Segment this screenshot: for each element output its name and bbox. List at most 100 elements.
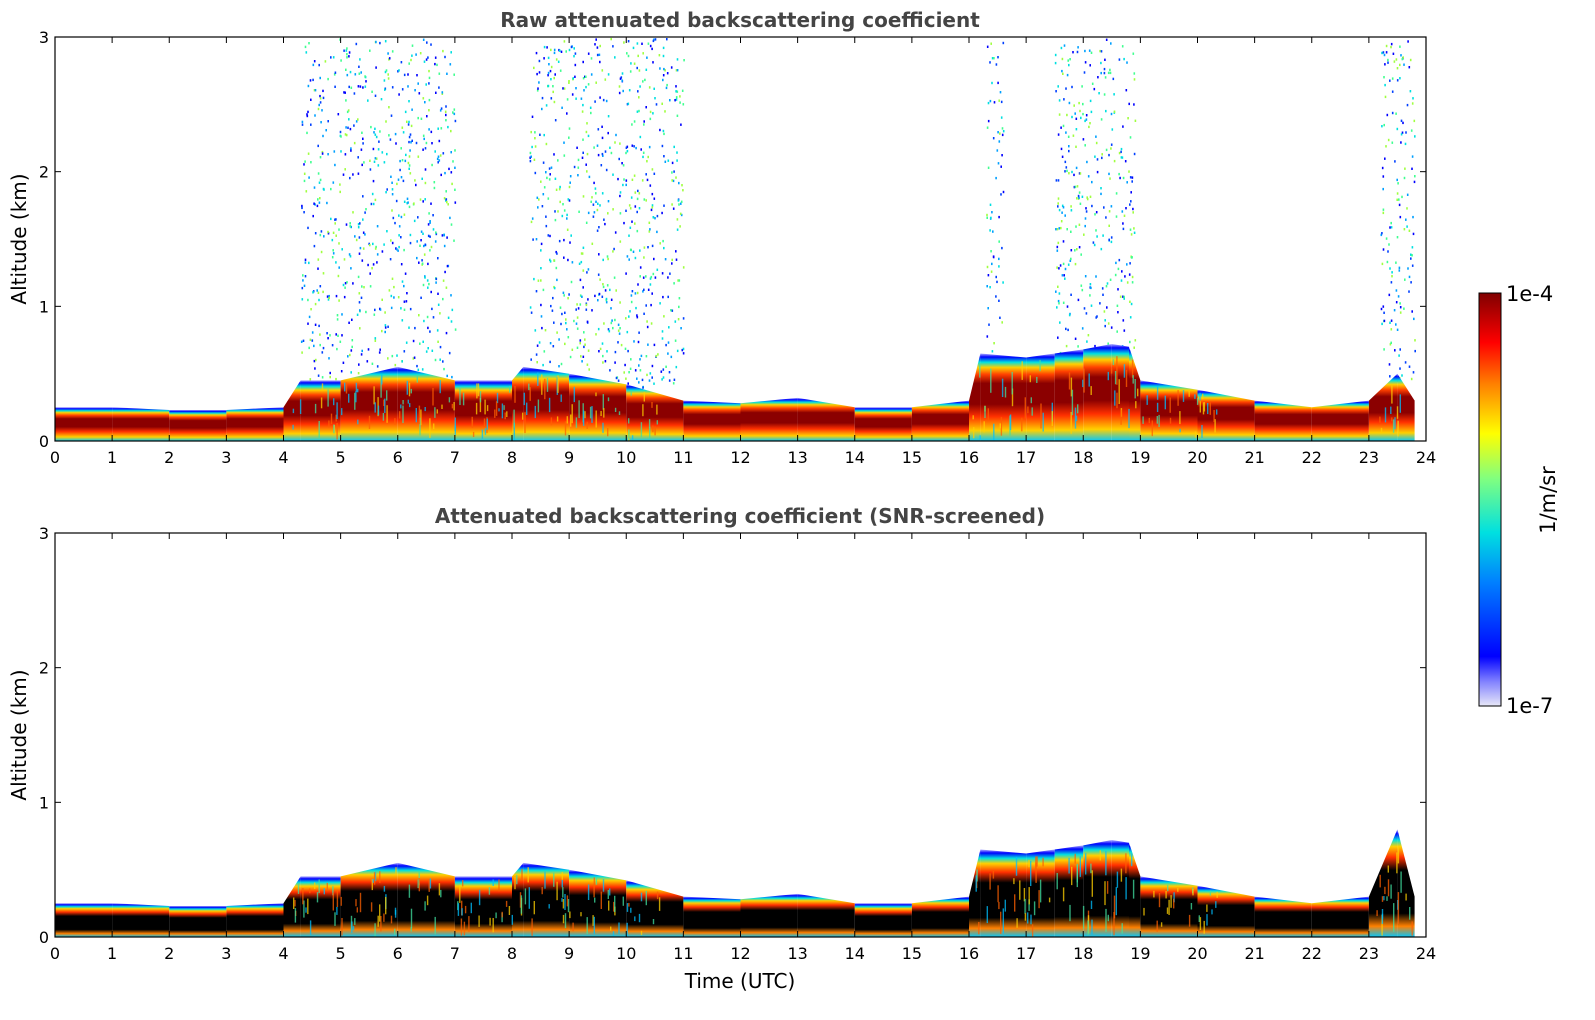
noise-speckle <box>414 179 416 182</box>
noise-speckle <box>1109 177 1111 180</box>
noise-speckle <box>325 129 327 132</box>
noise-speckle <box>329 375 331 379</box>
layer-streak <box>292 408 295 414</box>
noise-speckle <box>1403 176 1406 180</box>
layer-streak <box>978 922 980 935</box>
noise-speckle <box>653 382 655 385</box>
noise-speckle <box>675 98 678 101</box>
noise-speckle <box>581 156 584 159</box>
noise-speckle <box>424 243 427 246</box>
noise-speckle <box>396 248 398 251</box>
layer-streak <box>1182 390 1185 402</box>
layer-streak <box>408 884 411 898</box>
noise-speckle <box>671 262 673 265</box>
layer-streak <box>438 883 441 896</box>
noise-speckle <box>540 249 542 252</box>
noise-speckle <box>1002 41 1005 45</box>
noise-speckle <box>345 49 348 52</box>
noise-speckle <box>338 228 340 231</box>
noise-speckle <box>443 367 445 371</box>
backscatter-layer-segment <box>1026 353 1055 441</box>
noise-speckle <box>314 323 317 326</box>
x-tick-label: 14 <box>845 944 865 963</box>
noise-speckle <box>437 292 439 295</box>
noise-speckle <box>593 146 595 149</box>
layer-streak <box>486 418 488 430</box>
noise-speckle <box>586 152 589 156</box>
noise-speckle <box>387 357 389 360</box>
noise-speckle <box>408 140 410 144</box>
noise-speckle <box>322 187 325 191</box>
layer-streak <box>470 902 472 914</box>
noise-speckle <box>337 334 339 337</box>
noise-speckle <box>1067 135 1070 138</box>
noise-speckle <box>653 257 655 261</box>
backscatter-layer-segment <box>797 893 855 937</box>
noise-speckle <box>359 309 361 312</box>
x-tick-label: 24 <box>1416 448 1436 467</box>
noise-speckle <box>406 202 408 205</box>
noise-speckle <box>1093 87 1096 91</box>
noise-speckle <box>430 202 432 205</box>
noise-speckle <box>1383 76 1385 79</box>
noise-speckle <box>373 131 375 134</box>
noise-speckle <box>1112 77 1115 81</box>
noise-speckle <box>403 300 406 303</box>
noise-speckle <box>553 321 555 324</box>
layer-streak <box>1105 908 1107 932</box>
noise-speckle <box>623 221 625 225</box>
noise-speckle <box>610 37 612 41</box>
y-tick-label: 3 <box>39 524 49 543</box>
noise-speckle <box>995 295 997 298</box>
noise-speckle <box>621 162 623 165</box>
noise-speckle <box>381 329 383 333</box>
noise-speckle <box>627 40 630 43</box>
noise-speckle <box>454 188 456 191</box>
layer-streak <box>648 419 651 428</box>
noise-speckle <box>322 272 325 275</box>
noise-speckle <box>307 226 309 230</box>
noise-speckle <box>446 72 448 75</box>
noise-speckle <box>454 166 456 169</box>
noise-speckle <box>1410 253 1412 256</box>
noise-speckle <box>413 219 416 223</box>
noise-speckle <box>1084 144 1086 147</box>
layer-streak <box>1209 890 1212 896</box>
noise-speckle <box>998 257 1000 261</box>
noise-speckle <box>326 201 328 205</box>
noise-speckle <box>364 233 366 236</box>
layer-streak <box>614 407 617 412</box>
noise-speckle <box>617 329 620 332</box>
noise-speckle <box>387 73 389 76</box>
noise-speckle <box>1133 231 1136 234</box>
layer-streak <box>472 431 475 437</box>
noise-speckle <box>308 346 310 350</box>
noise-speckle <box>576 303 578 306</box>
noise-speckle <box>632 46 635 50</box>
colorbar: 1e-4 1e-7 1/m/sr <box>1478 282 1560 718</box>
x-tick-label: 10 <box>616 448 636 467</box>
noise-speckle <box>423 244 425 248</box>
noise-speckle <box>1408 229 1411 232</box>
x-tick-label: 24 <box>1416 944 1436 963</box>
noise-speckle <box>387 77 390 80</box>
noise-speckle <box>544 329 547 332</box>
noise-speckle <box>433 181 436 184</box>
noise-speckle <box>550 48 552 52</box>
noise-speckle <box>1399 311 1402 314</box>
layer-streak <box>998 901 1000 910</box>
noise-speckle <box>571 261 574 264</box>
noise-speckle <box>339 183 341 186</box>
noise-speckle <box>354 73 357 76</box>
layer-streak <box>1107 371 1109 381</box>
noise-speckle <box>318 298 320 302</box>
colorbar-min-label: 1e-7 <box>1506 694 1553 718</box>
noise-speckle <box>314 302 317 306</box>
y-tick-label: 1 <box>39 793 49 812</box>
noise-speckle <box>550 78 552 81</box>
backscatter-layer-segment <box>683 400 741 441</box>
noise-speckle <box>1060 226 1062 230</box>
noise-speckle <box>664 160 667 163</box>
x-tick-label: 4 <box>278 944 288 963</box>
noise-speckle <box>313 186 316 189</box>
